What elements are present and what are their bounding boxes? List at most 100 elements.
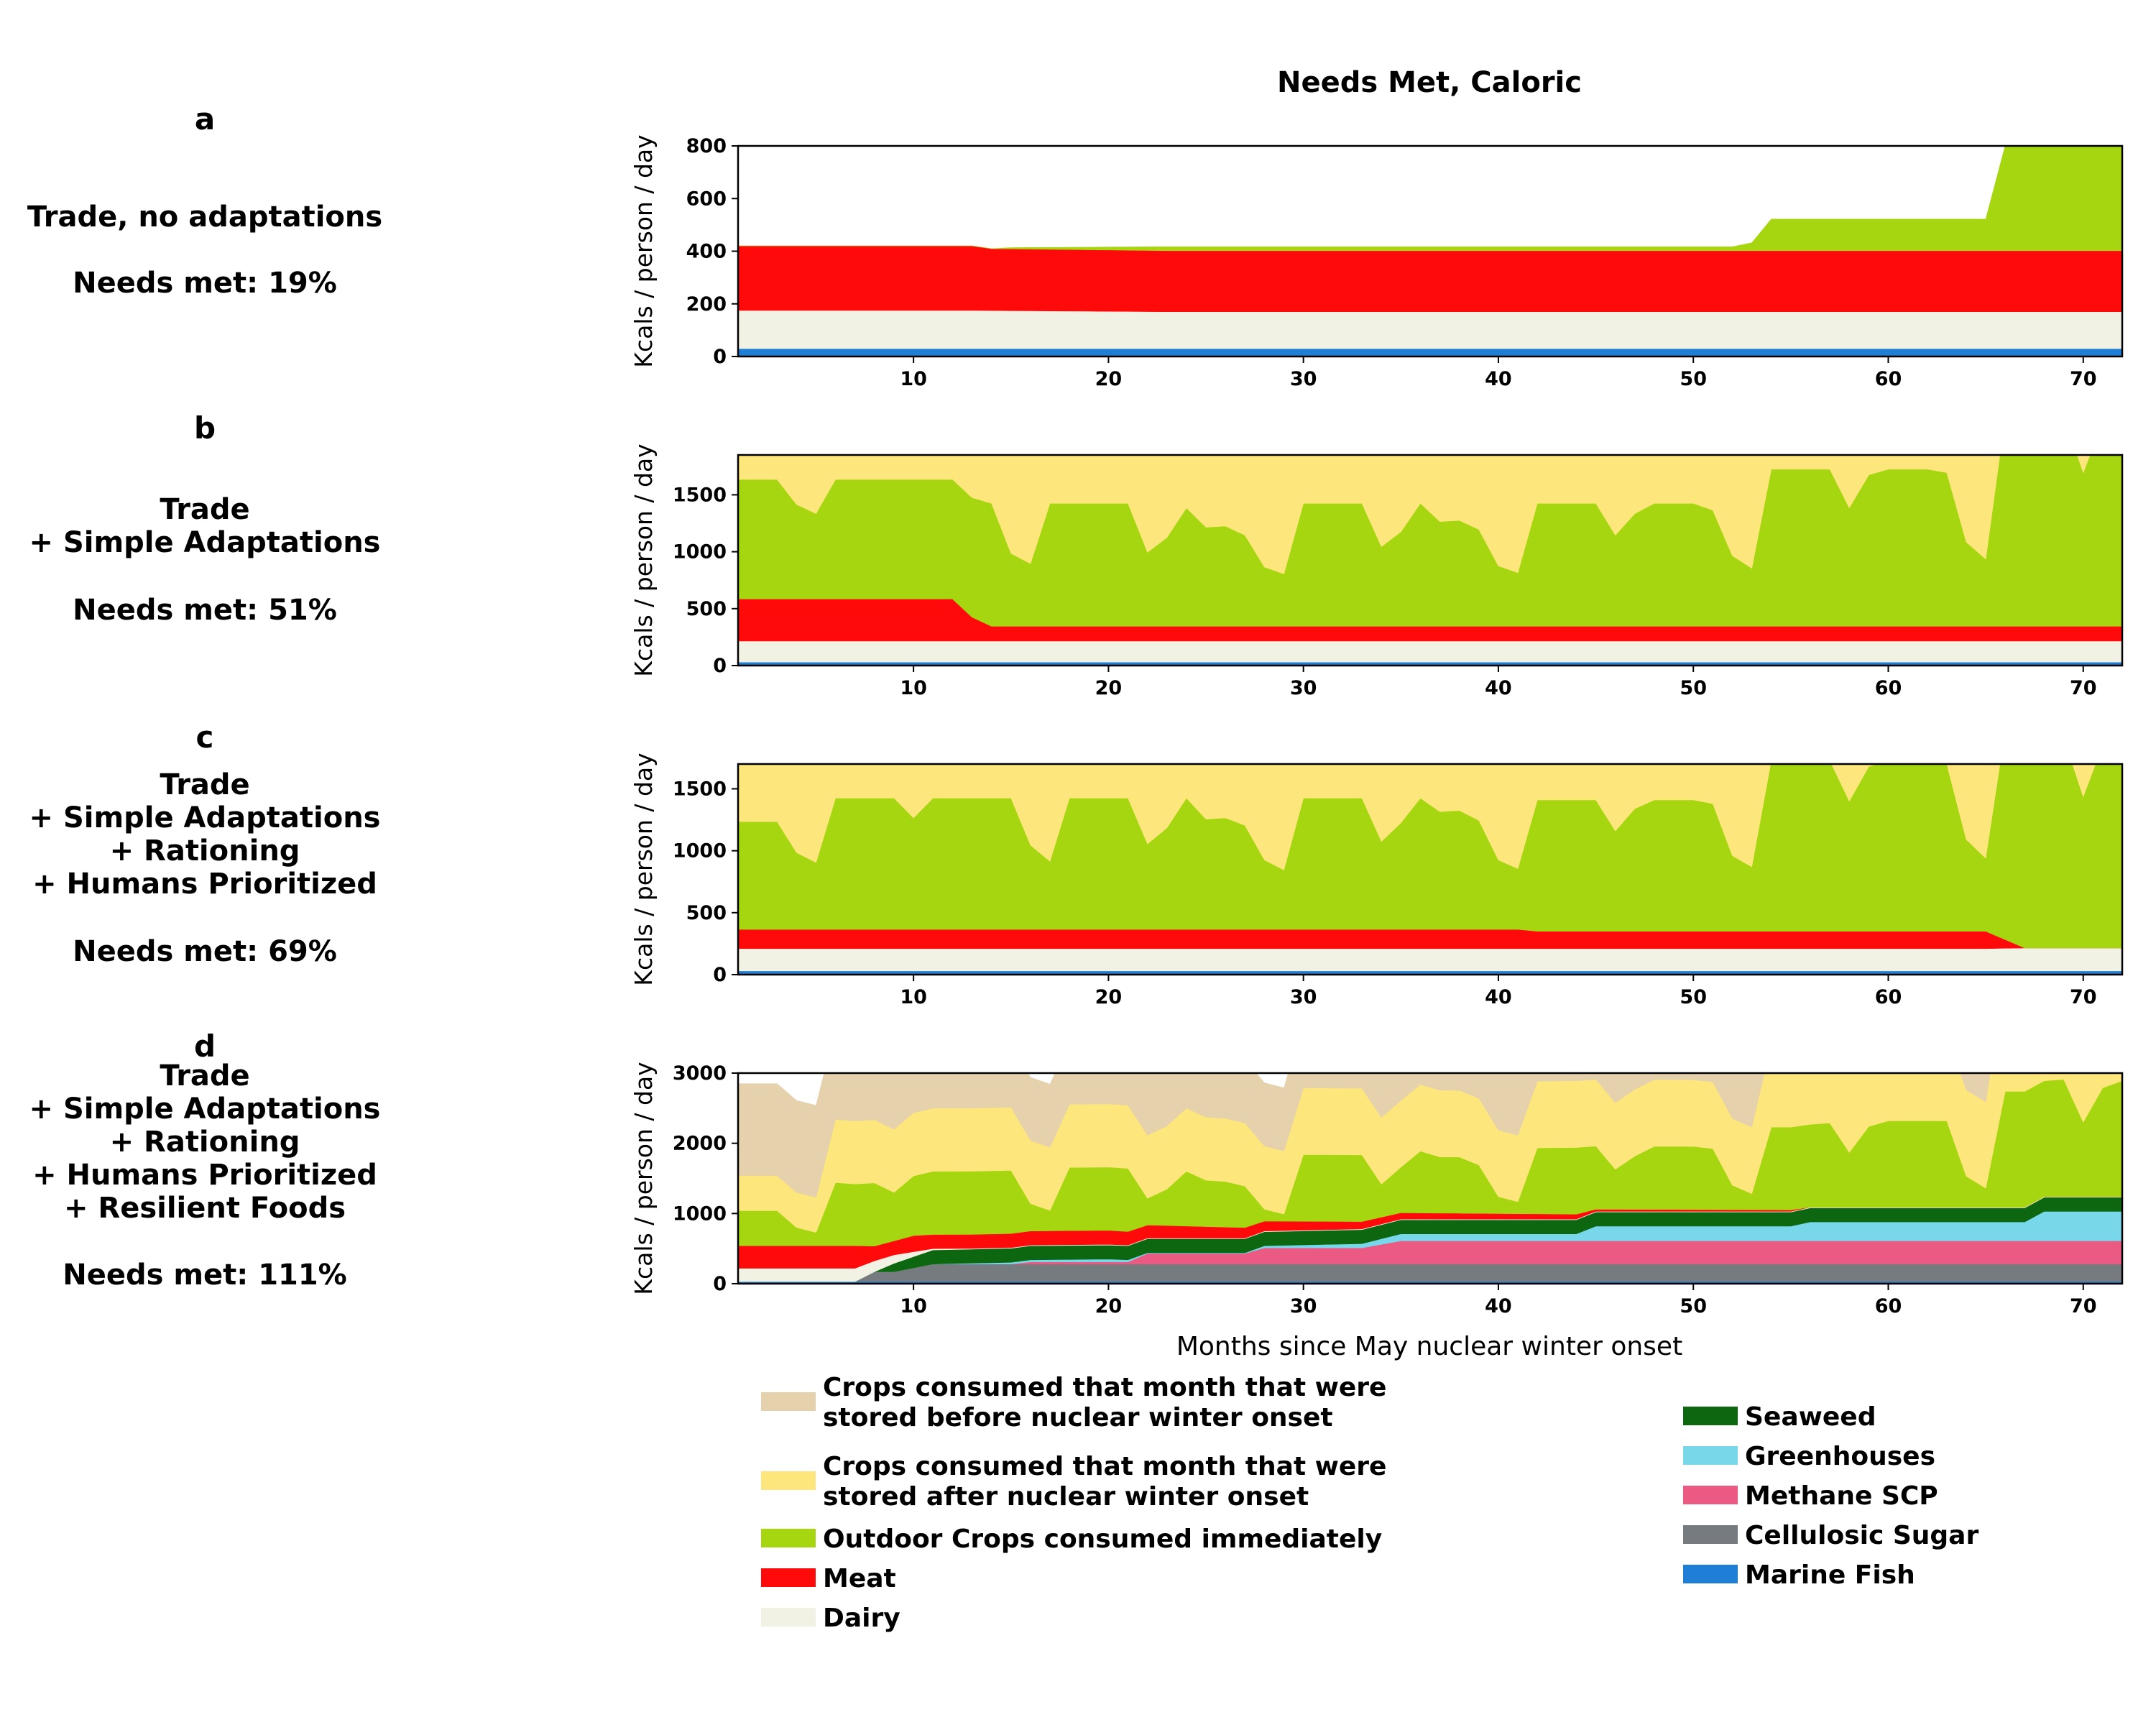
x-tick-label: 10 — [900, 1295, 927, 1317]
y-tick-label: 500 — [686, 598, 727, 620]
x-tick-label: 70 — [2070, 368, 2097, 390]
x-tick-label: 70 — [2070, 677, 2097, 699]
x-tick-label: 50 — [1680, 368, 1707, 390]
x-tick-label: 10 — [900, 677, 927, 699]
area-stack — [738, 1073, 2122, 1284]
legend-swatch — [761, 1392, 816, 1411]
legend-swatch — [1683, 1525, 1738, 1544]
area-outdoor-crops-consumed-immediately — [738, 455, 2122, 627]
panel-letter: c — [196, 719, 214, 755]
scenario-line: + Resilient Foods — [64, 1192, 346, 1225]
y-tick-label: 200 — [686, 293, 727, 316]
y-axis-label: Kcals / person / day — [630, 753, 658, 985]
legend-swatch — [761, 1529, 816, 1547]
y-tick-label: 800 — [686, 135, 727, 157]
legend-entry-outdoor-crops-consumed-immediately: Outdoor Crops consumed immediately — [761, 1524, 1382, 1554]
area-outdoor-crops-consumed-immediately — [738, 146, 2122, 252]
area-crops-consumed-that-month-that-were-stored-before-nuclear-winter-onset — [738, 1073, 1991, 1198]
scenario-line: + Rationing — [110, 834, 300, 868]
panel-letter: d — [194, 1029, 216, 1064]
y-tick-label: 1500 — [673, 778, 727, 800]
area-stack — [738, 455, 2122, 666]
x-tick-label: 30 — [1290, 677, 1317, 699]
x-tick-label: 70 — [2070, 986, 2097, 1008]
scenario-line: + Simple Adaptations — [29, 801, 381, 834]
legend-label: Cellulosic Sugar — [1745, 1521, 1978, 1550]
legend-entry-crops-consumed-that-month-that-were-stored-after-nuclear-winter-onset: Crops consumed that month that werestore… — [761, 1452, 1386, 1512]
y-axis-label: Kcals / person / day — [630, 134, 658, 367]
y-tick-label: 400 — [686, 241, 727, 263]
needs-met: Needs met: 51% — [73, 594, 337, 627]
legend-label: Outdoor Crops consumed immediately — [823, 1524, 1382, 1554]
x-tick-label: 50 — [1680, 1295, 1707, 1317]
x-tick-label: 20 — [1095, 1295, 1123, 1317]
scenario-line: Trade — [160, 768, 249, 801]
legend-label: Crops consumed that month that were — [823, 1452, 1386, 1481]
y-axis-label: Kcals / person / day — [630, 1062, 658, 1294]
area-dairy — [738, 310, 2122, 349]
y-tick-label: 1000 — [673, 1202, 727, 1225]
legend-label: Meat — [823, 1564, 896, 1593]
scenario-line: + Simple Adaptations — [29, 526, 381, 559]
y-tick-label: 500 — [686, 902, 727, 924]
y-tick-label: 0 — [713, 346, 727, 368]
plot-frame — [737, 763, 2124, 976]
legend-label: Seaweed — [1745, 1402, 1876, 1432]
needs-met: Needs met: 111% — [63, 1259, 347, 1292]
area-stack — [738, 146, 2122, 356]
legend-label: stored before nuclear winter onset — [823, 1403, 1333, 1432]
area-cellulosic-sugar — [738, 1264, 2122, 1282]
legend-entry-meat: Meat — [761, 1564, 896, 1593]
x-tick-label: 20 — [1095, 368, 1123, 390]
x-tick-label: 60 — [1875, 677, 1902, 699]
x-tick-label: 50 — [1680, 677, 1707, 699]
legend-swatch — [1683, 1446, 1738, 1465]
legend-entry-dairy: Dairy — [761, 1604, 900, 1633]
legend-swatch — [1683, 1565, 1738, 1583]
legend-label: Crops consumed that month that were — [823, 1373, 1386, 1402]
x-tick-label: 60 — [1875, 1295, 1902, 1317]
legend-label: Marine Fish — [1745, 1560, 1915, 1590]
legend-entry-seaweed: Seaweed — [1683, 1402, 1876, 1432]
scenario-line: Trade — [160, 1059, 249, 1092]
panel-letter: a — [195, 101, 215, 137]
area-outdoor-crops-consumed-immediately — [738, 764, 2122, 949]
legend-swatch — [761, 1568, 816, 1587]
legend-label: Greenhouses — [1745, 1442, 1935, 1471]
needs-met: Needs met: 69% — [73, 935, 337, 968]
needs-met: Needs met: 19% — [73, 267, 337, 300]
legend-swatch — [1683, 1486, 1738, 1504]
panel-letter: b — [194, 410, 216, 446]
x-tick-label: 30 — [1290, 986, 1317, 1008]
area-dairy — [738, 640, 2122, 663]
y-tick-label: 2000 — [673, 1133, 727, 1155]
y-tick-label: 1000 — [673, 840, 727, 862]
legend-swatch — [761, 1608, 816, 1627]
y-tick-label: 3000 — [673, 1062, 727, 1085]
legend-entry-marine-fish: Marine Fish — [1683, 1560, 1915, 1590]
x-tick-label: 40 — [1485, 986, 1512, 1008]
y-tick-label: 0 — [713, 1273, 727, 1295]
y-tick-label: 1500 — [673, 484, 727, 506]
x-tick-label: 30 — [1290, 1295, 1317, 1317]
scenario-line: + Rationing — [110, 1126, 300, 1159]
area-dairy — [738, 947, 2122, 972]
area-meat — [738, 245, 2122, 313]
legend: Crops consumed that month that werestore… — [761, 1373, 1978, 1633]
legend-entry-crops-consumed-that-month-that-were-stored-before-nuclear-winter-onset: Crops consumed that month that werestore… — [761, 1373, 1386, 1432]
x-tick-label: 60 — [1875, 986, 1902, 1008]
plot-frame — [737, 1072, 2124, 1285]
legend-swatch — [1683, 1407, 1738, 1425]
x-tick-label: 40 — [1485, 1295, 1512, 1317]
legend-label: Dairy — [823, 1604, 900, 1633]
panel-d: 0 1000 2000 3000 10 20 30 40 50 60 70 Kcals / perso… — [29, 1029, 2124, 1317]
plot-frame — [737, 454, 2124, 667]
x-tick-label: 20 — [1095, 677, 1123, 699]
legend-label: stored after nuclear winter onset — [823, 1482, 1309, 1512]
legend-entry-greenhouses: Greenhouses — [1683, 1442, 1935, 1471]
x-tick-label: 20 — [1095, 986, 1123, 1008]
x-tick-label: 70 — [2070, 1295, 2097, 1317]
area-marine-fish — [738, 348, 2122, 356]
